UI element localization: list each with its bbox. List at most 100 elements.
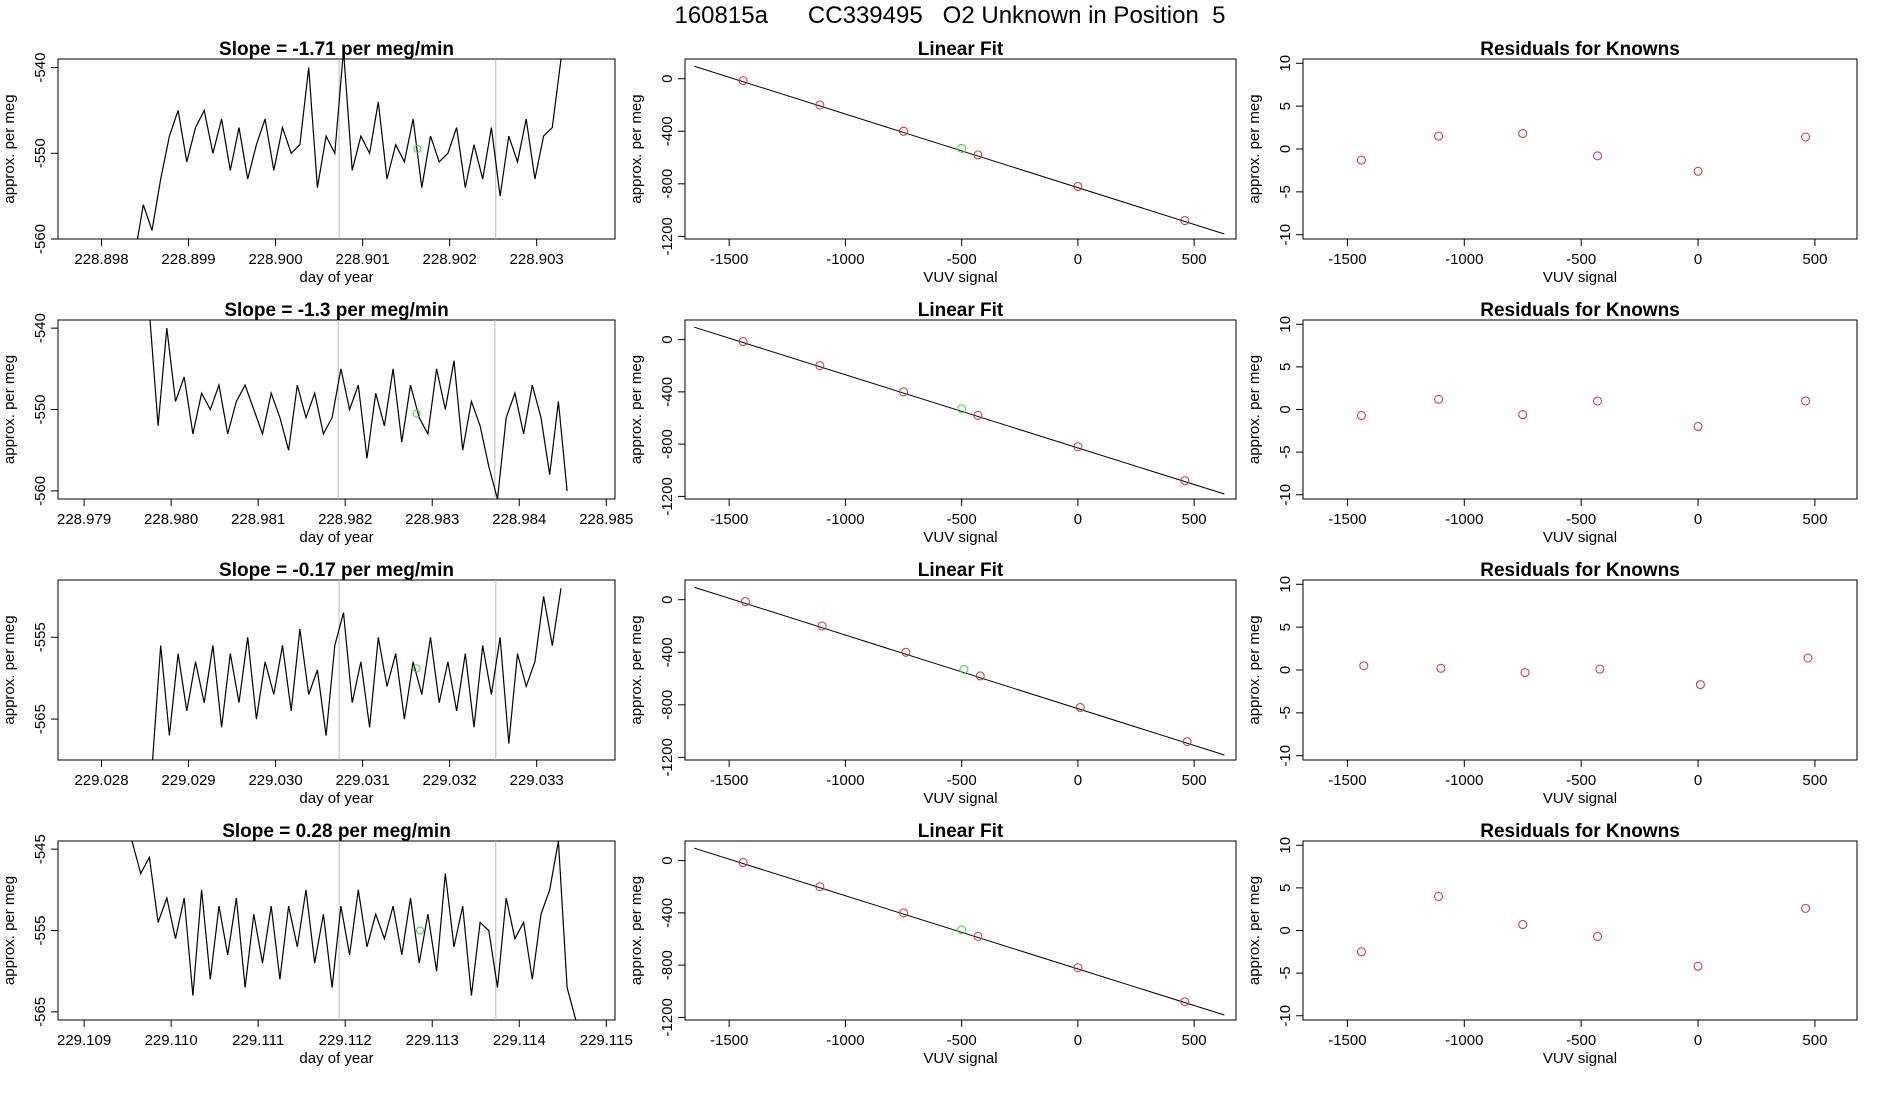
- y-axis-label: approx. per meg: [1246, 355, 1263, 464]
- y-tick-label: -550: [32, 394, 49, 424]
- fit-line: [694, 847, 1225, 1016]
- x-tick-label: 500: [1182, 511, 1207, 528]
- residual-point: [1693, 166, 1703, 176]
- y-axis-label: approx. per meg: [628, 615, 645, 724]
- residual-point: [1434, 131, 1444, 141]
- panel-3-2: Linear Fit -1500 -1000 -500 0 500 VUV signal -1…: [628, 560, 1237, 807]
- y-tick-label: 10: [1277, 837, 1294, 854]
- y-tick-label: -560: [32, 476, 49, 506]
- plot-area: [694, 586, 1225, 756]
- y-tick-label: -540: [32, 53, 49, 83]
- figure-title: 160815a CC339495 O2 Unknown in Position …: [674, 2, 1226, 29]
- y-axis-label: approx. per meg: [1246, 876, 1263, 985]
- x-tick-label: 228.900: [248, 251, 302, 268]
- y-tick-label: -400: [659, 116, 676, 146]
- x-tick-label: 229.115: [580, 1032, 633, 1049]
- unknown-point: [957, 143, 967, 153]
- residual-point: [1695, 680, 1705, 690]
- y-tick-label: -1200: [659, 477, 676, 515]
- known-point: [738, 858, 748, 868]
- x-tick-label: 228.899: [161, 251, 215, 268]
- known-point: [975, 671, 985, 681]
- residual-point: [1356, 155, 1366, 165]
- plot-area: [1356, 129, 1811, 176]
- residual-point: [1595, 664, 1605, 674]
- known-point: [901, 647, 911, 657]
- x-tick-label: 0: [1074, 772, 1082, 789]
- unknown-mean-point: [412, 664, 421, 673]
- unknown-point: [957, 404, 967, 414]
- y-tick-label: 0: [1277, 405, 1294, 413]
- known-point: [899, 908, 909, 918]
- panel-title: Linear Fit: [918, 821, 1004, 842]
- plot-frame: [684, 58, 1237, 240]
- panel-title: Residuals for Knowns: [1480, 300, 1680, 321]
- y-tick-label: -1200: [659, 738, 676, 776]
- y-tick-label: -400: [659, 377, 676, 407]
- x-tick-label: 229.032: [423, 772, 477, 789]
- residual-point: [1434, 891, 1444, 901]
- plot-area: [694, 847, 1225, 1016]
- panel-1-3: Residuals for Knowns -1500 -1000 -500 0 500 VU…: [1246, 39, 1858, 286]
- panel-title: Residuals for Knowns: [1480, 39, 1680, 60]
- x-tick-label: -1500: [710, 772, 748, 789]
- x-tick-label: -1500: [710, 511, 748, 528]
- fit-line: [694, 586, 1225, 756]
- residual-point: [1518, 920, 1528, 930]
- known-point: [738, 337, 748, 347]
- y-tick-label: 10: [1277, 55, 1294, 72]
- y-tick-label: -10: [1277, 224, 1294, 246]
- known-point: [973, 410, 983, 420]
- panel-2-2: Linear Fit -1500 -1000 -500 0 500 VUV signal -1…: [628, 300, 1237, 546]
- x-tick-label: -500: [1566, 251, 1596, 268]
- unknown-point: [959, 664, 969, 674]
- known-point: [815, 100, 825, 110]
- x-tick-label: -500: [947, 772, 977, 789]
- plot-area: [1359, 653, 1813, 690]
- y-tick-label: -565: [32, 997, 49, 1027]
- y-tick-label: -560: [32, 224, 49, 254]
- residual-point: [1801, 132, 1811, 142]
- x-tick-label: 0: [1694, 511, 1702, 528]
- x-tick-label: 500: [1802, 251, 1827, 268]
- known-point: [973, 150, 983, 160]
- y-tick-label: -400: [659, 898, 676, 928]
- y-tick-label: 5: [1277, 363, 1294, 371]
- y-tick-label: -5: [1277, 966, 1294, 979]
- y-tick-label: 0: [1277, 926, 1294, 934]
- residual-point: [1356, 410, 1366, 420]
- x-tick-label: 500: [1802, 511, 1827, 528]
- y-tick-label: -800: [659, 950, 676, 980]
- panel-4-1: Slope = 0.28 per meg/min 229.109 229.110 22…: [1, 821, 633, 1067]
- y-axis-label: approx. per meg: [1, 94, 18, 203]
- plot-area: [136, 59, 562, 239]
- residual-point: [1593, 931, 1603, 941]
- unknown-mean-point: [412, 409, 421, 418]
- known-point: [1075, 702, 1085, 712]
- y-axis-label: approx. per meg: [628, 94, 645, 203]
- y-tick-label: 0: [659, 75, 676, 83]
- x-tick-label: -500: [1566, 1032, 1596, 1049]
- x-tick-label: -1000: [1445, 251, 1483, 268]
- signal-trace: [131, 841, 577, 1020]
- y-axis-label: approx. per meg: [1246, 615, 1263, 724]
- plot-area: [694, 326, 1225, 495]
- panel-title: Slope = -1.3 per meg/min: [224, 300, 448, 321]
- x-tick-label: -1000: [1445, 511, 1483, 528]
- y-axis-label: approx. per meg: [1, 355, 18, 464]
- x-axis-label: VUV signal: [923, 269, 997, 286]
- plot-frame: [1302, 319, 1858, 500]
- y-tick-label: 5: [1277, 884, 1294, 892]
- x-tick-label: -500: [947, 511, 977, 528]
- y-tick-label: -555: [32, 915, 49, 945]
- x-tick-label: 229.028: [74, 772, 128, 789]
- known-point: [973, 931, 983, 941]
- panel-1-2: Linear Fit -1500 -1000 -500 0 500 VUV signal -1…: [628, 39, 1237, 286]
- residual-point: [1693, 961, 1703, 971]
- x-tick-label: 228.983: [405, 511, 459, 528]
- plot-area: [1356, 891, 1811, 971]
- residual-point: [1801, 396, 1811, 406]
- known-point: [1073, 442, 1083, 452]
- y-tick-label: 0: [659, 335, 676, 343]
- panel-title: Residuals for Knowns: [1480, 560, 1680, 581]
